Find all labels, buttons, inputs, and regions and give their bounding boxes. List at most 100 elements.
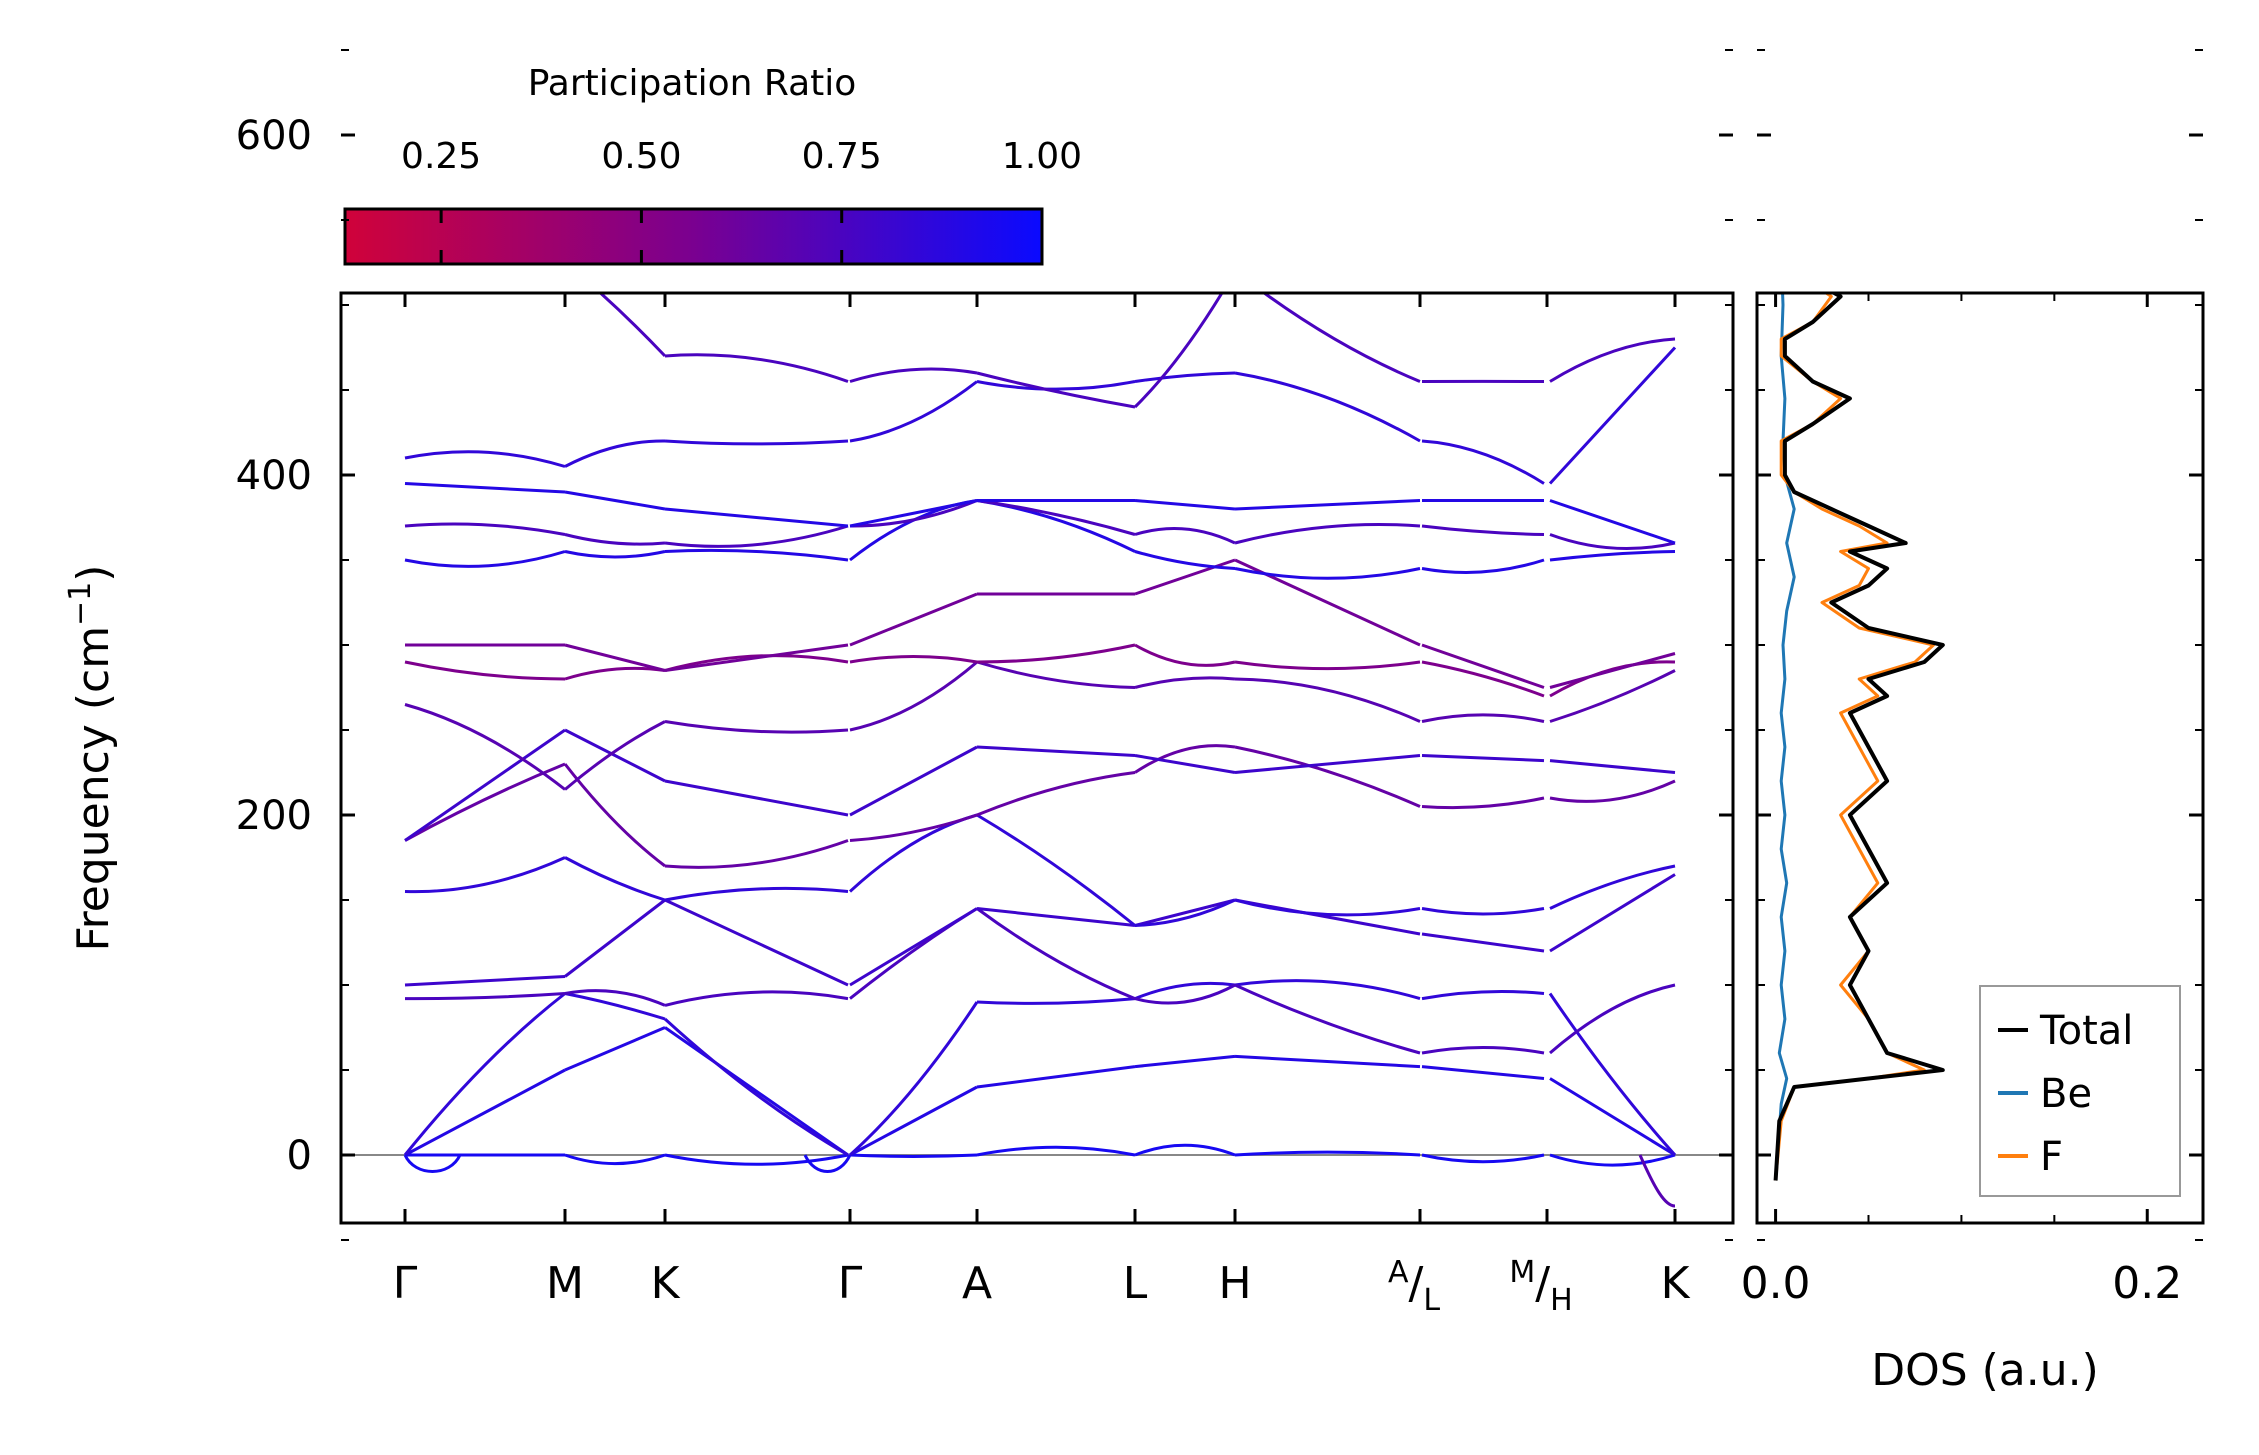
band-curve (564, 992, 666, 1021)
band-curve (1234, 979, 1421, 1001)
band-curve (1234, 754, 1421, 774)
ylabel-exponent: −1 (63, 582, 98, 626)
band-curve (1549, 652, 1676, 689)
dos-series-be (1774, 293, 1796, 1181)
band-curve (404, 522, 566, 536)
band-curve (1549, 1153, 1676, 1167)
band-curve (976, 745, 1136, 757)
band-curve (1421, 660, 1545, 698)
band-curve (849, 907, 978, 987)
band-curve (1549, 669, 1676, 723)
colorbar-tick-label: 0.25 (401, 136, 481, 177)
band-curve (849, 499, 978, 528)
band-curve (664, 720, 849, 734)
band-curve (404, 482, 566, 494)
band-curve (976, 907, 1136, 1000)
band-curve (1421, 1065, 1545, 1080)
band-curve (404, 728, 566, 842)
band-xtick-label: Γ (393, 1258, 418, 1309)
band-curve (404, 975, 566, 987)
band-ytick-label: 400 (236, 453, 312, 499)
band-curve (1133, 293, 1224, 409)
band-curve (1550, 135, 1675, 254)
legend: Total Be F (1979, 985, 2181, 1197)
band-curve (664, 548, 849, 562)
band-curve (976, 499, 1136, 536)
legend-label-total: Total (2039, 1008, 2133, 1054)
band-curve (564, 1153, 666, 1166)
band-curve (1421, 524, 1545, 536)
band-curve (976, 643, 1136, 664)
band-curve (1234, 745, 1421, 808)
band-curve (1134, 1143, 1236, 1157)
band-curve (564, 490, 666, 511)
band-curve (404, 856, 566, 894)
colorbar-tick-label: 0.75 (802, 136, 882, 177)
band-curve (1134, 499, 1236, 511)
band-curve (664, 839, 849, 869)
band-curve (663, 1017, 849, 1157)
band-curve (664, 990, 849, 1007)
band-ytick-label: 200 (236, 793, 312, 839)
band-curve (1234, 898, 1421, 917)
band-curve (1234, 660, 1421, 671)
ylabel-prefix: Frequency (cm (68, 626, 119, 952)
band-curve (664, 353, 849, 383)
band-curve (564, 856, 666, 902)
band-curve (1134, 527, 1236, 545)
band-curve (1234, 499, 1421, 511)
band-y-axis-label: Frequency (cm−1) (63, 565, 119, 952)
band-curve (1234, 1150, 1421, 1157)
band-curve (1134, 898, 1236, 927)
dos-xtick-label: 0.2 (2112, 1258, 2182, 1309)
band-curve (1549, 759, 1676, 774)
band-curve (849, 380, 978, 443)
band-curve (564, 728, 666, 783)
band-curve (1421, 796, 1545, 810)
band-curve (664, 886, 849, 902)
band-curve (1549, 779, 1676, 803)
band-curve (564, 439, 666, 468)
band-curve-negative (403, 1154, 462, 1173)
band-curve-negative (803, 1154, 852, 1173)
band-curve (664, 643, 849, 672)
band-curve (564, 720, 666, 791)
band-curve (1549, 864, 1676, 910)
band-curve (1421, 932, 1545, 953)
band-curve (1548, 992, 1677, 1157)
band-curve (564, 1026, 666, 1072)
band-curve (564, 989, 666, 1007)
band-curve (1134, 550, 1236, 570)
band-curve (1422, 152, 1544, 254)
legend-label-f: F (2040, 1134, 2063, 1180)
band-xtick-label: K (1661, 1258, 1691, 1309)
band-curve (976, 371, 1136, 409)
colorbar-tick-label: 0.50 (601, 136, 681, 177)
band-curve (1549, 533, 1676, 551)
band-xtick-split-label: M/H (1509, 1255, 1572, 1318)
band-curve (849, 660, 978, 732)
band-curve (1134, 983, 1236, 1005)
band-curve (564, 533, 666, 546)
band-curve (1134, 676, 1236, 689)
band-curve (1134, 643, 1236, 667)
band-curve (1261, 293, 1421, 383)
band-ytick-label: 0 (287, 1133, 312, 1179)
band-curve (564, 643, 666, 672)
band-curve (404, 992, 566, 1001)
band-curve (404, 550, 566, 568)
band-curve (849, 1085, 978, 1157)
band-curve (1549, 550, 1676, 562)
dos-axes-frame (1755, 291, 2205, 1225)
band-curve (1134, 1054, 1236, 1069)
band-curve (848, 813, 978, 893)
band-curve (849, 907, 978, 1000)
band-xtick-label: L (1123, 1258, 1148, 1309)
band-curve (598, 293, 667, 358)
band-curve (564, 898, 666, 978)
band-xtick-label: K (651, 1258, 681, 1309)
band-curve (1135, 152, 1235, 203)
band-curve (1549, 1077, 1676, 1157)
